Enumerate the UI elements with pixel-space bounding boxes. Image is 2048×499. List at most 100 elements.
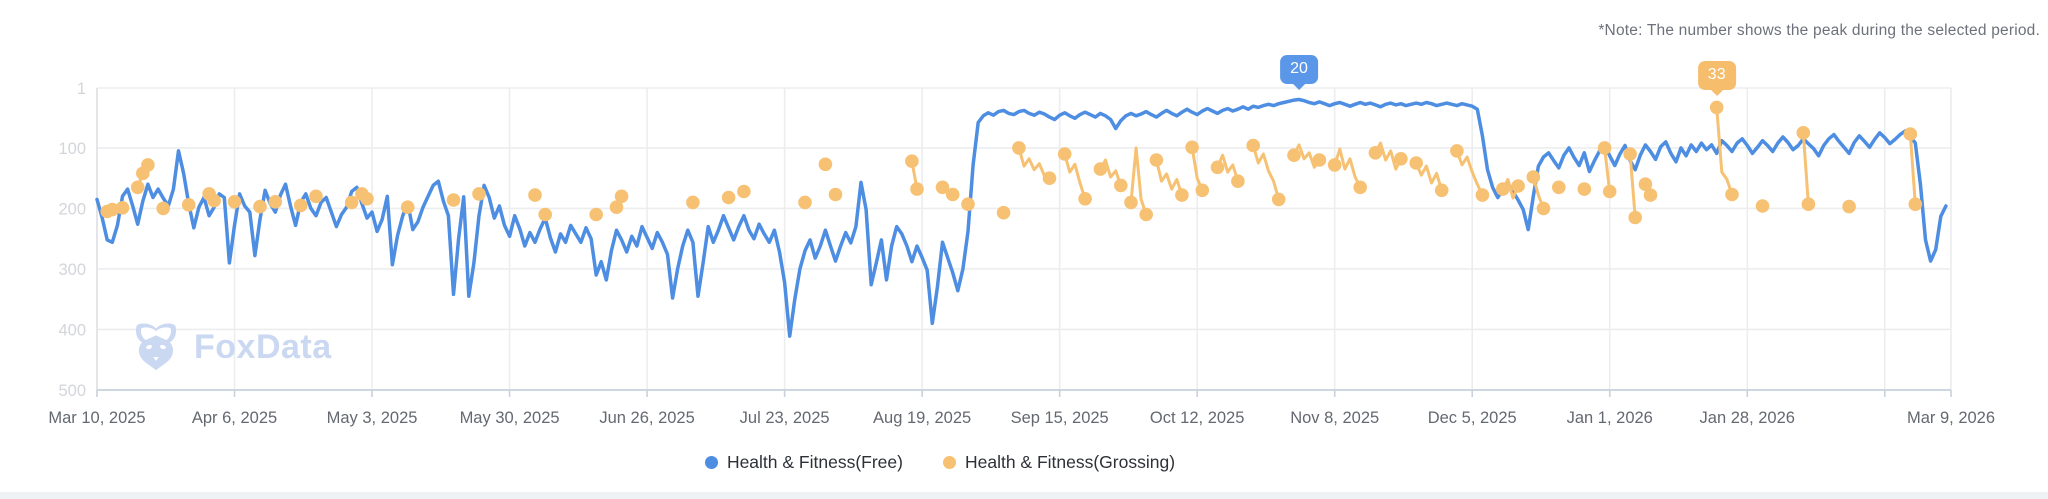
y-axis-label: 100 [58,140,86,158]
grossing-series-dot [227,195,242,209]
grossing-peak-badge: 33 [1697,61,1736,91]
grossing-series-dot [1057,147,1072,161]
y-axis-label: 200 [58,200,86,218]
grossing-series-dot [1709,100,1724,115]
grossing-series-dot [1628,210,1642,225]
grossing-series-dot [1796,126,1811,140]
grossing-series-dot [1287,148,1301,162]
grossing-series-dot [737,184,751,199]
y-axis-label: 1 [77,80,86,98]
x-axis-label: Jun 26, 2025 [599,409,694,427]
x-axis-label: Jan 1, 2026 [1567,409,1653,427]
grossing-series-dot [105,202,120,217]
grossing-series-dot [141,158,155,172]
grossing-series-dot [130,180,145,195]
chart-legend: Health & Fitness(Free) Health & Fitness(… [0,452,1880,473]
grossing-series-segment [1801,131,1810,206]
grossing-series-dot [1042,171,1057,185]
grossing-series-dot [1312,153,1327,167]
grossing-series-dot [1526,170,1541,184]
grossing-series-dot [961,197,975,211]
grossing-series-dot [1409,156,1423,170]
grossing-series-segment [1455,149,1484,197]
grossing-series-dot [1577,182,1592,196]
grossing-series-dot [1475,188,1490,202]
x-axis-label: Mar 9, 2026 [1907,409,1995,427]
grossing-series-dot [1271,192,1286,207]
grossing-series-dot [1908,197,1923,211]
grossing-series-segment [1628,152,1637,219]
grossing-series-dot [828,187,843,202]
grossing-series-dot [905,154,919,168]
grossing-series-dot [1643,188,1658,202]
grossing-series-dot [1246,138,1260,153]
grossing-series-segment [1373,141,1403,171]
x-axis-label: May 3, 2025 [327,409,418,427]
free-peak-badge: 20 [1280,55,1318,85]
grossing-series-segment [1216,153,1240,183]
grossing-series-dot [360,192,374,206]
grossing-series-dot [1552,180,1566,195]
peak-note: *Note: The number shows the peak during … [1598,22,2040,39]
grossing-series-segment [1603,146,1612,193]
grossing-series-dot [614,189,629,204]
grossing-series-dot [1149,153,1164,167]
grossing-series-segment [1063,152,1087,201]
grossing-series-segment [1333,147,1362,189]
grossing-series-dot [818,157,833,172]
grossing-series-dot [1842,199,1856,214]
grossing-series-dot [589,207,603,222]
grossing-series-dot [1195,183,1210,198]
x-axis-label: Oct 12, 2025 [1150,409,1244,427]
x-axis-label: Nov 8, 2025 [1290,409,1379,427]
grossing-series-dot [1012,141,1026,155]
grossing-series-dot [1139,207,1153,222]
grossing-series-dot [1623,147,1637,161]
grossing-series-segment [1414,161,1444,192]
grossing-series-dot [1496,182,1510,196]
grossing-series-dot [609,200,624,214]
x-axis-label: Jul 23, 2025 [740,409,830,427]
grossing-series-dot [1114,178,1128,193]
grossing-series-segment [1251,144,1281,201]
grossing-series-dot [1124,195,1138,210]
grossing-series-dot [910,182,924,196]
free-series-line [95,97,1948,338]
x-axis-label: Mar 10, 2025 [48,409,145,427]
legend-item-free[interactable]: Health & Fitness(Free) [704,452,903,473]
grossing-series-dot [1327,158,1342,172]
grossing-series-dot [1231,174,1245,188]
x-axis-label: Sep 15, 2025 [1011,409,1109,427]
grossing-series-dot [472,187,486,201]
grossing-series-dot [1755,199,1770,213]
grossing-series-segment [1292,143,1321,169]
grossing-series-segment [1098,158,1123,187]
grossing-series-dot [1903,127,1918,141]
grossing-series-dot [1175,188,1189,202]
grossing-series-dot [935,180,950,195]
grossing-series-dot [1078,192,1092,206]
grossing-series-dot [721,190,736,205]
x-axis-label: Dec 5, 2025 [1428,409,1517,427]
grossing-series-dot [268,195,283,209]
legend-item-grossing[interactable]: Health & Fitness(Grossing) [942,452,1176,473]
grossing-series-dot [309,189,323,204]
y-axis-label: 400 [58,321,86,339]
grossing-series-dot [1602,184,1617,199]
grossing-series-dot [528,188,542,202]
legend-label-grossing: Health & Fitness(Grossing) [964,452,1176,472]
grossing-series-dot [207,193,221,208]
grossing-series-dot [253,199,267,214]
foxdata-logo-icon [135,323,177,371]
grossing-series-dot [1801,197,1816,211]
grossing-series-dot [686,195,700,210]
grossing-series-dot [1434,183,1449,198]
grossing-series-dot [1185,140,1199,155]
grossing-series-dot-icon [942,456,956,469]
grossing-series-dot [1394,152,1408,166]
grossing-series-segment [1154,158,1184,197]
x-axis-label: Aug 19, 2025 [873,409,971,427]
page-section-divider [0,492,2048,499]
grossing-series-dot [181,198,196,212]
